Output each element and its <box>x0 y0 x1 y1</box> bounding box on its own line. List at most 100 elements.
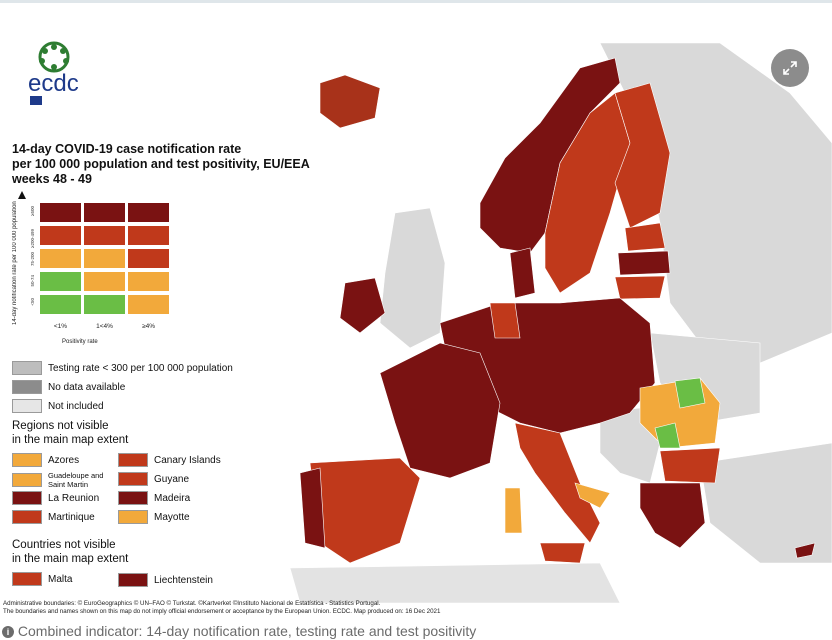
matrix-row-tick: 50-74 <box>30 275 35 287</box>
matrix-x-axis-label: Positivity rate <box>62 339 98 345</box>
uk-region <box>379 207 446 349</box>
matrix-cell <box>83 294 126 315</box>
cyprus-region <box>794 542 816 559</box>
region-la-reunion: La Reunion <box>12 491 99 505</box>
matrix-cell <box>83 271 126 292</box>
expand-map-button[interactable] <box>771 49 809 87</box>
finland-region <box>614 82 671 229</box>
legend-label: No data available <box>48 381 126 393</box>
bulgaria-region <box>659 447 721 484</box>
country-label: Malta <box>48 573 73 585</box>
legend-swatch <box>118 573 148 587</box>
greece-region <box>639 482 706 549</box>
caption-text: Combined indicator: 14-day notification … <box>17 623 477 639</box>
matrix-col-tick: 1<4% <box>96 323 113 330</box>
legend-swatch <box>12 399 42 413</box>
top-divider <box>0 0 832 3</box>
country-malta: Malta <box>12 572 72 586</box>
region-label: Guyane <box>154 473 190 485</box>
country-liechtenstein: Liechtenstein <box>118 573 213 587</box>
region-azores: Azores <box>12 453 79 467</box>
puglia-region <box>574 482 611 509</box>
up-arrow-icon <box>18 191 26 199</box>
countries-heading-line: Countries not visible <box>12 539 116 551</box>
sardinia-region <box>504 487 523 534</box>
legend-swatch <box>12 572 42 586</box>
regions-heading-line: in the main map extent <box>12 434 129 446</box>
matrix-cell <box>39 248 82 269</box>
region-guyane: Guyane <box>118 472 189 486</box>
map-credits: Administrative boundaries: © EuroGeograp… <box>3 600 440 616</box>
italy-region <box>514 422 601 544</box>
legend-swatch <box>118 453 148 467</box>
legend-swatch <box>118 491 148 505</box>
turkey-region <box>699 442 832 564</box>
lithuania-region <box>614 275 666 300</box>
matrix-cell <box>39 294 82 315</box>
matrix-cell <box>39 271 82 292</box>
matrix-cell <box>127 202 170 223</box>
legend-item-testing-rate: Testing rate < 300 per 100 000 populatio… <box>12 361 233 375</box>
legend-swatch <box>12 380 42 394</box>
map-title-line: per 100 000 population and test positivi… <box>12 157 310 171</box>
expand-arrows-icon <box>783 61 797 75</box>
legend-item-no-data: No data available <box>12 380 125 394</box>
matrix-cell <box>83 248 126 269</box>
matrix-col-tick: ≥4% <box>142 323 155 330</box>
matrix-row-tick: ≥200-499 <box>30 229 35 248</box>
region-canary-islands: Canary Islands <box>118 453 221 467</box>
portugal-region <box>299 467 326 549</box>
legend-item-not-included: Not included <box>12 399 104 413</box>
region-label: Canary Islands <box>154 454 221 466</box>
estonia-region <box>624 222 666 252</box>
france-region <box>379 342 501 479</box>
region-label: La Reunion <box>48 492 100 504</box>
matrix-cell <box>127 248 170 269</box>
legend-swatch <box>12 453 42 467</box>
matrix-col-tick: <1% <box>53 323 68 330</box>
romania-green-a <box>674 377 706 409</box>
region-mayotte: Mayotte <box>118 510 190 524</box>
ecdc-logo: ecdc <box>14 41 104 113</box>
countries-heading: Countries not visible in the main map ex… <box>12 538 128 566</box>
denmark-region <box>509 247 536 299</box>
legend-swatch <box>12 510 42 524</box>
map-title-line: 14-day COVID-19 case notification rate <box>12 142 242 156</box>
region-label: Mayotte <box>154 511 190 523</box>
sicily-region <box>539 542 586 564</box>
ireland-region <box>339 277 386 334</box>
matrix-cell <box>127 225 170 246</box>
legend-label: Testing rate < 300 per 100 000 populatio… <box>48 362 233 374</box>
region-guadeloupe: Guadeloupe and Saint Martin <box>12 470 118 490</box>
matrix-cell <box>39 202 82 223</box>
legend-swatch <box>12 473 42 487</box>
legend-swatch <box>118 510 148 524</box>
legend-swatch <box>12 361 42 375</box>
matrix-cell <box>39 225 82 246</box>
matrix-row-tick: 75-200 <box>30 252 35 267</box>
legend-swatch <box>12 491 42 505</box>
spain-region <box>309 457 421 564</box>
country-label: Liechtenstein <box>154 574 213 586</box>
figure-caption: i Combined indicator: 14-day notificatio… <box>2 623 476 639</box>
region-label: Azores <box>48 454 80 466</box>
legend-swatch <box>118 472 148 486</box>
matrix-y-axis-label: 14-day notification rate per 100 000 pop… <box>12 201 18 325</box>
map-figure: ecdc 14-day COVID-19 case notification r… <box>0 3 832 620</box>
region-martinique: Martinique <box>12 510 95 524</box>
map-title: 14-day COVID-19 case notification rate p… <box>12 142 310 187</box>
latvia-region <box>617 250 671 276</box>
matrix-row-tick: <50 <box>30 298 35 306</box>
region-label: Martinique <box>48 511 95 523</box>
credits-line: Administrative boundaries: © EuroGeograp… <box>3 600 381 607</box>
regions-heading: Regions not visible in the main map exte… <box>12 419 128 447</box>
regions-heading-line: Regions not visible <box>12 420 109 432</box>
matrix-cell <box>83 225 126 246</box>
matrix-row-tick: ≥500 <box>30 206 35 216</box>
map-title-line: weeks 48 - 49 <box>12 172 92 186</box>
region-label: Madeira <box>154 492 191 504</box>
credits-line: The boundaries and names shown on this m… <box>3 608 441 615</box>
romania-green-b <box>654 422 681 449</box>
africa-region <box>289 562 621 604</box>
matrix-cell <box>127 294 170 315</box>
